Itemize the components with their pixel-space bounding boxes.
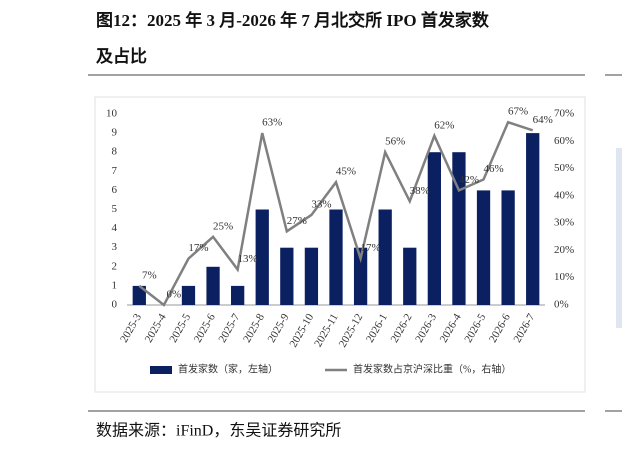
x-tick-label: 2025-8 xyxy=(241,311,267,344)
data-label: 42% xyxy=(459,174,479,186)
y-tick-label: 6 xyxy=(112,184,118,196)
data-label: 27% xyxy=(287,215,307,227)
bar xyxy=(132,285,146,305)
y-tick-label: 8 xyxy=(112,146,118,158)
y2-tick-label: 30% xyxy=(554,217,574,229)
y2-tick-label: 0% xyxy=(554,299,569,311)
bar xyxy=(181,285,196,305)
data-label: 62% xyxy=(434,119,454,131)
bar xyxy=(427,152,441,305)
bar xyxy=(378,209,392,305)
x-tick-label: 2026-2 xyxy=(389,312,415,345)
data-label: 45% xyxy=(336,166,356,178)
bar xyxy=(476,190,491,305)
y-tick-label: 3 xyxy=(112,241,118,253)
bar xyxy=(280,247,294,305)
x-tick-label: 2025-4 xyxy=(143,311,169,344)
y-tick-label: 5 xyxy=(112,203,118,215)
bar xyxy=(403,247,417,305)
data-label: 64% xyxy=(533,114,553,126)
data-label: 17% xyxy=(188,242,208,254)
data-label: 7% xyxy=(142,269,157,281)
bar xyxy=(452,152,466,305)
y2-tick-label: 20% xyxy=(554,244,574,256)
title-line: 及占比 xyxy=(96,46,147,66)
legend-label: 首发家数（家，左轴） xyxy=(178,362,278,375)
x-tick-label: 2026-4 xyxy=(438,311,464,344)
legend-label: 首发家数占京沪深比重（%，右轴） xyxy=(353,362,511,375)
bar xyxy=(231,285,245,305)
x-tick-label: 2025-3 xyxy=(118,311,144,344)
bar xyxy=(304,247,319,305)
data-label: 17% xyxy=(361,242,381,254)
y-tick-label: 7 xyxy=(112,165,118,177)
x-tick-label: 2025-12 xyxy=(337,312,366,350)
data-label: 63% xyxy=(262,117,282,129)
y-tick-label: 10 xyxy=(106,108,118,120)
data-label: 38% xyxy=(410,185,430,197)
x-tick-label: 2025-7 xyxy=(216,311,242,344)
x-tick-label: 2026-7 xyxy=(512,311,538,344)
y2-tick-label: 40% xyxy=(554,189,574,201)
x-tick-label: 2026-3 xyxy=(413,311,439,344)
y-tick-label: 4 xyxy=(112,222,118,234)
x-tick-label: 2025-5 xyxy=(167,311,193,344)
chart-frame xyxy=(94,96,586,393)
data-label: 67% xyxy=(508,106,528,118)
data-label: 46% xyxy=(483,163,503,175)
data-label: 56% xyxy=(385,136,405,148)
y2-tick-label: 10% xyxy=(554,271,574,283)
legend-swatch xyxy=(150,366,172,374)
x-tick-label: 2026-6 xyxy=(487,311,513,344)
bar xyxy=(501,190,515,305)
data-label: 25% xyxy=(213,220,233,232)
y2-tick-label: 60% xyxy=(554,135,574,147)
x-tick-label: 2026-5 xyxy=(462,311,488,344)
data-label: 33% xyxy=(311,198,331,210)
source: 数据来源：iFinD，东吴证券研究所 xyxy=(96,422,341,440)
bar xyxy=(526,133,540,305)
y2-tick-label: 70% xyxy=(554,108,574,120)
title-line: 图12：2025 年 3 月-2026 年 7 月北交所 IPO 首发家数 xyxy=(96,10,490,30)
y-tick-label: 0 xyxy=(112,299,118,311)
data-label: 0% xyxy=(167,289,182,301)
bar xyxy=(329,209,343,305)
y-tick-label: 9 xyxy=(112,127,118,139)
x-tick-label: 2026-1 xyxy=(364,312,390,345)
bar xyxy=(206,266,220,305)
bar xyxy=(353,247,368,305)
bar xyxy=(255,209,269,305)
side-panel xyxy=(616,148,622,328)
x-tick-label: 2025-6 xyxy=(192,311,218,344)
y2-tick-label: 50% xyxy=(554,162,574,174)
y-tick-label: 1 xyxy=(112,279,118,291)
y-tick-label: 2 xyxy=(112,260,118,272)
line xyxy=(138,120,534,307)
x-tick-label: 2025-9 xyxy=(266,311,292,344)
data-label: 13% xyxy=(238,253,258,265)
